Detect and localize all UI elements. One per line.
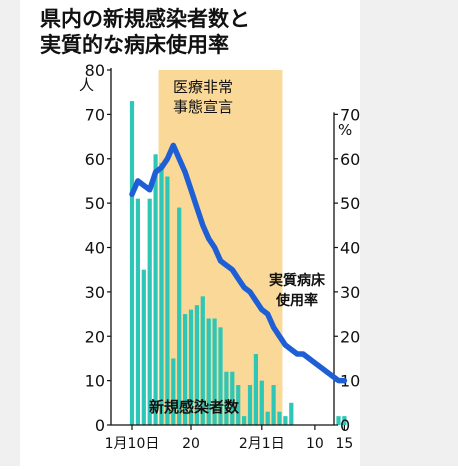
case-bar — [253, 354, 258, 425]
case-bar — [224, 371, 229, 425]
left-tick-label: 40 — [85, 239, 105, 258]
left-axis-unit: 人 — [79, 76, 94, 94]
right-axis-unit: % — [338, 121, 352, 139]
left-tick-label: 60 — [85, 150, 105, 169]
case-bar — [259, 380, 264, 425]
right-tick-label: 40 — [340, 239, 360, 258]
new-cases-bars — [129, 101, 347, 425]
case-bar — [171, 358, 176, 425]
case-bar — [283, 416, 288, 425]
case-bar — [177, 207, 182, 425]
chart-title-line-1: 県内の新規感染者数と — [40, 7, 250, 31]
x-tick-label: 10 — [306, 436, 324, 452]
x-tick-label: 2月1日 — [239, 436, 285, 452]
right-gray-margin — [360, 0, 458, 466]
case-bar — [218, 327, 223, 425]
emergency-label-line-2: 事態宣言 — [173, 98, 233, 116]
right-tick-label: 60 — [340, 150, 360, 169]
line-series-label-2: 使用率 — [275, 292, 318, 309]
chart-panel: 0 10 20 30 40 50 60 70 80 0 10 20 30 40 50 60 70 1月10日 20 2… — [20, 0, 360, 466]
case-bar — [271, 385, 276, 425]
case-bar — [141, 269, 146, 425]
case-bar — [165, 176, 170, 425]
case-bar — [159, 163, 164, 425]
case-bar — [129, 101, 135, 425]
x-tick-label: 1月10日 — [105, 436, 160, 452]
case-bar — [342, 416, 347, 425]
right-tick-label: 50 — [340, 194, 360, 213]
left-tick-label: 10 — [85, 372, 105, 391]
case-bar — [194, 305, 199, 425]
case-bar — [247, 385, 253, 425]
case-bar — [277, 411, 282, 425]
left-tick-label: 80 — [85, 61, 105, 80]
left-tick-label: 70 — [85, 105, 105, 124]
x-tick-label: 15 — [335, 436, 353, 452]
x-tick-label: 20 — [182, 436, 200, 452]
axes — [107, 68, 345, 430]
bars-series-label: 新規感染者数 — [149, 398, 240, 416]
case-bar — [200, 296, 205, 425]
left-tick-label: 30 — [85, 283, 105, 302]
case-bar — [265, 411, 270, 425]
emergency-label-line-1: 医療非常 — [173, 78, 233, 96]
case-bar — [135, 198, 140, 425]
tick-labels: 0 10 20 30 40 50 60 70 80 0 10 20 30 40 50 60 70 1月10日 20 2… — [85, 61, 361, 452]
case-bar — [236, 385, 241, 425]
right-tick-label: 20 — [340, 327, 360, 346]
case-bar — [242, 416, 247, 425]
right-tick-label: 0 — [340, 416, 350, 435]
case-bar — [212, 318, 217, 425]
left-gray-margin — [0, 0, 20, 466]
right-tick-label: 70 — [340, 105, 360, 124]
left-tick-label: 20 — [85, 327, 105, 346]
right-tick-label: 10 — [340, 372, 360, 391]
case-bar — [153, 154, 158, 425]
case-bar — [230, 371, 235, 425]
case-bar — [188, 309, 194, 425]
chart-title-line-2: 実質的な病床使用率 — [40, 33, 229, 57]
left-tick-label: 0 — [95, 416, 105, 435]
case-bar — [147, 198, 152, 425]
infection-bed-chart: 0 10 20 30 40 50 60 70 80 0 10 20 30 40 50 60 70 1月10日 20 2… — [40, 7, 361, 452]
left-tick-label: 50 — [85, 194, 105, 213]
bed-usage-line — [129, 142, 348, 384]
right-tick-label: 30 — [340, 283, 360, 302]
case-bar — [336, 416, 341, 425]
case-bar — [206, 318, 211, 425]
case-bar — [183, 314, 188, 425]
case-bar — [289, 402, 294, 425]
line-series-label-1: 実質病床 — [269, 272, 326, 289]
